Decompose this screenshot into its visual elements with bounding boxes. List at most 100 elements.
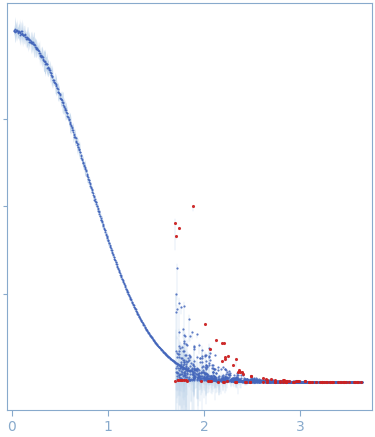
Point (156, 343, 162, 350)
Point (138, 316, 144, 323)
Point (46, 66, 52, 73)
Point (317, 378, 323, 385)
Point (288, 378, 294, 385)
Point (328, 378, 334, 385)
Point (285, 378, 291, 385)
Point (213, 369, 219, 376)
Point (18, 28, 24, 35)
Point (342, 378, 348, 385)
Point (200, 368, 206, 375)
Point (76, 146, 82, 153)
Point (86, 178, 92, 185)
Point (250, 376, 256, 383)
Point (216, 375, 222, 382)
Point (183, 377, 189, 384)
Point (300, 378, 306, 385)
Point (292, 378, 298, 385)
Point (14, 27, 20, 34)
Point (146, 330, 152, 337)
Point (198, 368, 204, 375)
Point (284, 378, 290, 385)
Point (90, 190, 96, 197)
Point (266, 378, 272, 385)
Point (316, 378, 322, 385)
Point (335, 378, 341, 385)
Point (20, 32, 26, 39)
Point (224, 377, 230, 384)
Point (314, 378, 320, 385)
Point (322, 378, 328, 385)
Point (318, 378, 324, 385)
Point (208, 376, 214, 383)
Point (334, 378, 340, 385)
Point (296, 378, 302, 385)
Point (176, 328, 182, 335)
Point (62, 105, 68, 112)
Point (181, 364, 187, 371)
Point (35, 47, 41, 54)
Point (10, 28, 16, 35)
Point (303, 378, 309, 385)
Point (302, 378, 307, 385)
Point (241, 375, 247, 382)
Point (248, 378, 254, 385)
Point (233, 378, 239, 385)
Point (168, 356, 174, 363)
Point (206, 344, 212, 351)
Point (211, 372, 217, 379)
Point (31, 41, 37, 48)
Point (335, 378, 341, 385)
Point (279, 378, 285, 385)
Point (130, 301, 136, 308)
Point (282, 378, 288, 385)
Point (23, 36, 29, 43)
Point (272, 378, 278, 385)
Point (320, 378, 326, 385)
Point (273, 378, 279, 385)
Point (329, 378, 335, 385)
Point (311, 378, 317, 385)
Point (244, 377, 250, 384)
Point (12, 28, 18, 35)
Point (290, 378, 296, 385)
Point (113, 259, 119, 266)
Point (179, 343, 185, 350)
Point (178, 363, 184, 370)
Point (348, 378, 354, 385)
Point (341, 378, 347, 385)
Point (241, 378, 247, 385)
Point (124, 288, 130, 295)
Point (211, 375, 217, 382)
Point (94, 203, 100, 210)
Point (316, 378, 322, 385)
Point (247, 377, 253, 384)
Point (338, 378, 344, 385)
Point (101, 226, 107, 233)
Point (228, 377, 234, 384)
Point (309, 378, 315, 385)
Point (279, 378, 285, 385)
Point (197, 359, 203, 366)
Point (231, 378, 237, 385)
Point (205, 375, 211, 382)
Point (344, 378, 350, 385)
Point (203, 366, 209, 373)
Point (348, 378, 354, 385)
Point (242, 375, 248, 382)
Point (312, 378, 318, 385)
Point (311, 378, 317, 385)
Point (358, 378, 364, 385)
Point (206, 377, 212, 384)
Point (175, 361, 181, 368)
Point (86, 177, 92, 184)
Point (124, 289, 130, 296)
Point (298, 378, 304, 385)
Point (174, 368, 180, 375)
Point (225, 375, 231, 382)
Point (224, 369, 230, 376)
Point (53, 83, 59, 90)
Point (263, 376, 269, 383)
Point (163, 351, 169, 358)
Point (337, 378, 343, 385)
Point (321, 378, 327, 385)
